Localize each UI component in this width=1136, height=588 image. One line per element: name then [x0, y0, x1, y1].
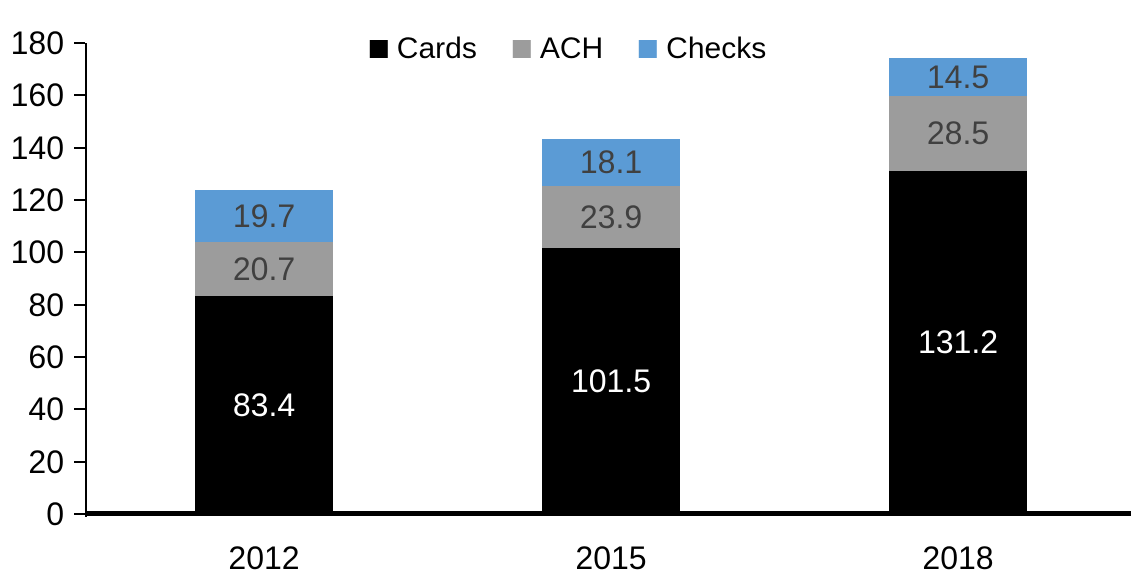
y-tick-label: 140: [10, 129, 64, 166]
legend-swatch-checks-icon: [639, 40, 658, 58]
bar-segment-cards-2018: 131.2: [889, 170, 1027, 514]
x-axis-label-2012: 2012: [228, 540, 300, 576]
bar-segment-cards-2015: 101.5: [542, 248, 680, 514]
x-axis-label-2015: 2015: [575, 540, 647, 576]
legend-item-checks: Checks: [639, 34, 766, 64]
y-tick: [74, 42, 85, 44]
y-tick: [74, 513, 85, 515]
y-tick: [74, 356, 85, 358]
bar-value-label: 14.5: [926, 59, 990, 96]
y-tick: [74, 460, 85, 463]
y-tick-label: 40: [28, 391, 64, 428]
bar-segment-ach-2018: 28.5: [889, 96, 1027, 171]
legend-item-cards: Cards: [369, 32, 477, 65]
y-tick-label: 100: [10, 234, 64, 271]
bar-value-label: 20.7: [232, 250, 296, 287]
bar-value-label: 19.7: [232, 197, 296, 234]
y-tick-label: 0: [46, 496, 64, 532]
bar-value-label: 28.5: [926, 115, 990, 152]
legend-label: Cards: [396, 32, 477, 65]
plot-area: 83.4 20.7 19.7 101.5 23.9 18.1 131.2 28.5 14.5: [0, 43, 1136, 514]
y-tick-label: 120: [10, 182, 64, 218]
y-tick-label: 20: [28, 443, 64, 480]
legend-label: Checks: [666, 32, 767, 65]
y-tick: [74, 146, 85, 149]
y-tick-label: 160: [10, 77, 64, 114]
legend-item-ach: ACH: [512, 32, 604, 65]
bar-value-label: 131.2: [917, 324, 999, 361]
legend-swatch-cards-icon: [369, 40, 388, 58]
y-tick: [74, 251, 85, 254]
y-tick: [74, 408, 85, 411]
x-axis-line: [85, 511, 1131, 516]
y-tick: [74, 303, 85, 306]
y-tick: [74, 94, 85, 97]
bar-value-label: 101.5: [570, 363, 652, 400]
bar-value-label: 23.9: [579, 199, 643, 236]
y-axis-line: [85, 43, 87, 517]
bar-segment-checks-2018: 14.5: [889, 58, 1027, 97]
y-tick: [74, 199, 85, 201]
legend-swatch-ach-icon: [512, 40, 531, 58]
y-tick-label: 80: [28, 286, 64, 323]
y-tick-label: 180: [10, 25, 64, 61]
bar-segment-checks-2015: 18.1: [542, 138, 680, 186]
bar-segment-cards-2012: 83.4: [195, 295, 333, 514]
bar-segment-ach-2012: 20.7: [195, 241, 333, 296]
bar-value-label: 83.4: [232, 386, 296, 423]
bar-value-label: 18.1: [579, 144, 643, 181]
bar-segment-checks-2012: 19.7: [195, 190, 333, 242]
y-tick-label: 60: [28, 339, 64, 375]
bar-segment-ach-2015: 23.9: [542, 185, 680, 249]
legend-label: ACH: [539, 32, 604, 65]
x-axis-label-2018: 2018: [922, 540, 994, 576]
legend: Cards ACH Checks: [369, 32, 766, 65]
